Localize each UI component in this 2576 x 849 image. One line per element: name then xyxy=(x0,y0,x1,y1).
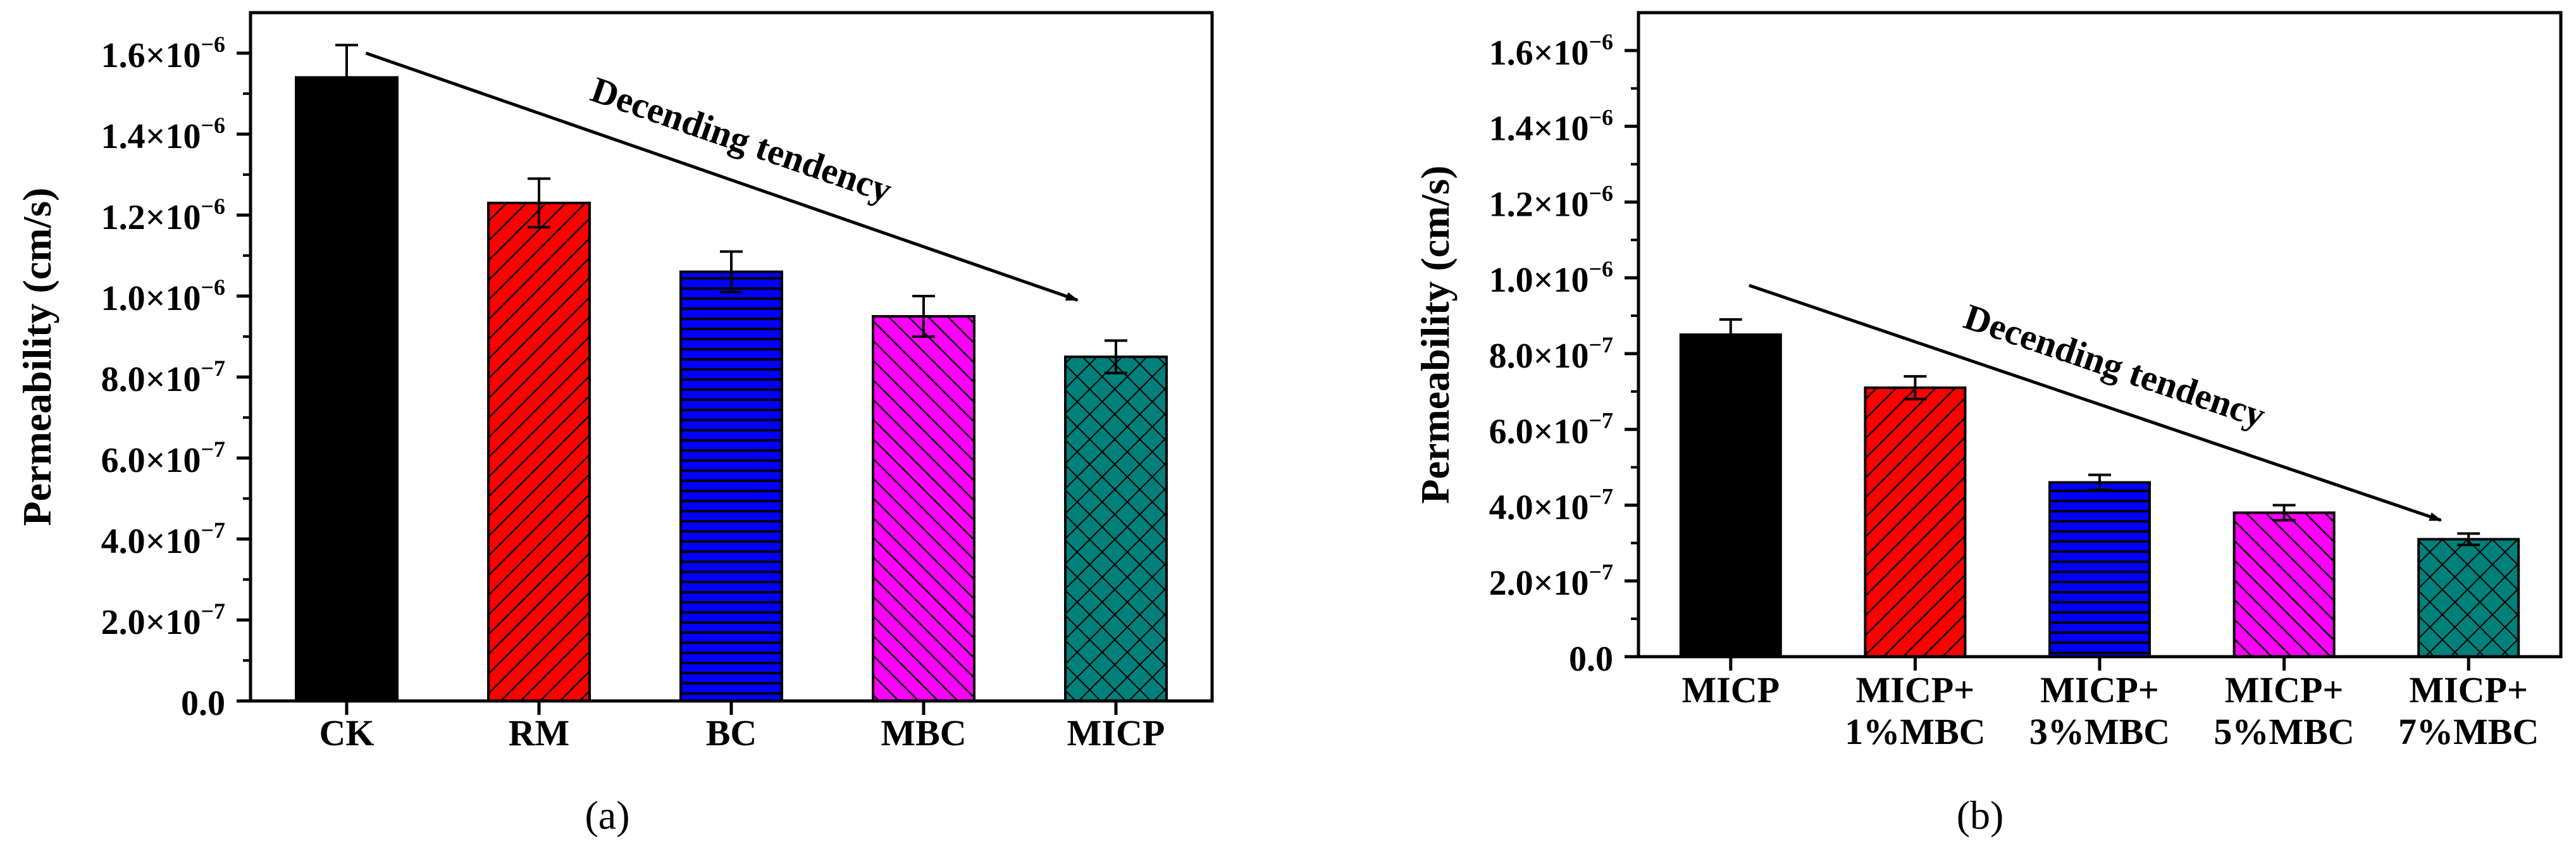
trend-annotation: Decending tendency xyxy=(586,68,897,211)
category-label-3-1: BC xyxy=(706,712,757,753)
y-tick-label-5: 1.0×10−6 xyxy=(1489,256,1613,300)
y-tick-mantissa-3: 6.0×10 xyxy=(101,441,201,480)
y-tick-mantissa-1: 2.0×10 xyxy=(101,603,201,642)
category-label-4-1: MICP+ xyxy=(2225,669,2344,710)
bar-4 xyxy=(2232,511,2336,659)
y-tick-label-7: 1.4×10−6 xyxy=(101,113,225,156)
y-tick-exponent-3: −7 xyxy=(201,437,225,462)
y-tick-label-8: 1.6×10−6 xyxy=(101,32,225,75)
y-tick-exponent-1: −7 xyxy=(201,598,225,624)
y-tick-label-2: 4.0×10−7 xyxy=(1489,483,1613,527)
category-label-3-1: MICP+ xyxy=(2040,669,2159,710)
y-tick-label-4: 8.0×10−7 xyxy=(1489,332,1613,376)
y-tick-mantissa-5: 1.0×10 xyxy=(101,279,201,318)
y-tick-exponent-4: −7 xyxy=(201,356,225,381)
y-tick-exponent-8: −6 xyxy=(201,32,225,57)
y-tick-exponent-5: −6 xyxy=(1588,256,1613,282)
y-axis-label: Permeability (cm/s) xyxy=(1413,166,1458,504)
y-tick-label-1: 2.0×10−7 xyxy=(101,598,225,642)
category-label-3-2: 3%MBC xyxy=(2029,711,2170,752)
y-tick-label-8: 1.6×10−6 xyxy=(1489,29,1613,73)
y-tick-label-2: 4.0×10−7 xyxy=(101,517,225,561)
y-tick-label-0: 0.0 xyxy=(1569,640,1613,679)
trend-arrow xyxy=(365,51,1079,302)
y-tick-exponent-3: −7 xyxy=(1588,408,1613,433)
y-tick-mantissa-8: 1.6×10 xyxy=(101,36,201,75)
panel-label: (b) xyxy=(1957,793,2004,838)
category-label-2-1: RM xyxy=(509,712,570,753)
y-tick-label-4: 8.0×10−7 xyxy=(101,356,225,399)
chart-panel-b: 0.02.0×10−74.0×10−76.0×10−78.0×10−71.0×1… xyxy=(1413,11,2563,838)
bar-1 xyxy=(1679,333,1782,658)
y-tick-mantissa-3: 6.0×10 xyxy=(1489,412,1589,452)
panel-label: (a) xyxy=(585,793,629,838)
y-tick-label-3: 6.0×10−7 xyxy=(101,437,225,480)
y-tick-label-6: 1.2×10−6 xyxy=(101,194,225,237)
bar-2 xyxy=(487,201,591,702)
y-tick-exponent-7: −6 xyxy=(201,113,225,138)
y-tick-mantissa-2: 4.0×10 xyxy=(1489,488,1589,527)
bar-1 xyxy=(295,76,399,702)
y-tick-label-5: 1.0×10−6 xyxy=(101,275,225,318)
category-label-4-1: MBC xyxy=(881,712,966,753)
y-tick-exponent-5: −6 xyxy=(201,275,225,300)
trend-annotation: Decending tendency xyxy=(1959,296,2270,437)
bar-4 xyxy=(872,315,975,702)
y-tick-mantissa-1: 2.0×10 xyxy=(1489,564,1589,603)
category-label-1-1: MICP xyxy=(1681,669,1780,710)
category-label-5-1: MICP xyxy=(1067,712,1165,753)
bar-3 xyxy=(679,270,783,703)
y-tick-label-0: 0.0 xyxy=(181,684,225,723)
trend-arrow xyxy=(1749,283,2443,522)
y-tick-label-3: 6.0×10−7 xyxy=(1489,408,1613,452)
y-tick-exponent-6: −6 xyxy=(201,194,225,219)
y-tick-mantissa-0: 0.0 xyxy=(181,684,225,723)
y-tick-mantissa-2: 4.0×10 xyxy=(101,522,201,561)
y-tick-label-7: 1.4×10−6 xyxy=(1489,105,1613,149)
category-label-2-2: 1%MBC xyxy=(1845,711,1985,752)
category-label-1-1: CK xyxy=(319,712,375,753)
y-tick-exponent-7: −6 xyxy=(1588,105,1613,130)
y-tick-mantissa-4: 8.0×10 xyxy=(101,360,201,399)
y-tick-mantissa-8: 1.6×10 xyxy=(1489,34,1589,73)
category-label-2-1: MICP+ xyxy=(1856,669,1975,710)
y-tick-label-6: 1.2×10−6 xyxy=(1489,180,1613,224)
bar-3 xyxy=(2048,481,2151,659)
y-tick-mantissa-7: 1.4×10 xyxy=(101,117,201,156)
y-tick-mantissa-7: 1.4×10 xyxy=(1489,109,1589,149)
y-tick-exponent-1: −7 xyxy=(1588,559,1613,585)
y-tick-label-1: 2.0×10−7 xyxy=(1489,559,1613,603)
category-label-5-2: 7%MBC xyxy=(2398,711,2539,752)
y-tick-mantissa-6: 1.2×10 xyxy=(101,198,201,237)
bar-2 xyxy=(1864,386,1967,658)
category-label-4-2: 5%MBC xyxy=(2214,711,2354,752)
chart-panel-a: 0.02.0×10−74.0×10−76.0×10−78.0×10−71.0×1… xyxy=(15,11,1214,838)
bar-5 xyxy=(1064,356,1168,702)
y-tick-exponent-6: −6 xyxy=(1588,180,1613,206)
y-axis-label: Permeability (cm/s) xyxy=(15,188,59,526)
y-tick-mantissa-4: 8.0×10 xyxy=(1489,337,1589,376)
bar-5 xyxy=(2417,538,2520,658)
y-tick-mantissa-0: 0.0 xyxy=(1569,640,1613,679)
y-tick-exponent-2: −7 xyxy=(1588,483,1613,509)
y-tick-exponent-4: −7 xyxy=(1588,332,1613,357)
category-label-5-1: MICP+ xyxy=(2409,669,2528,710)
y-tick-exponent-8: −6 xyxy=(1588,29,1613,54)
y-tick-exponent-2: −7 xyxy=(201,517,225,543)
y-tick-mantissa-6: 1.2×10 xyxy=(1489,185,1589,224)
y-tick-mantissa-5: 1.0×10 xyxy=(1489,261,1589,300)
